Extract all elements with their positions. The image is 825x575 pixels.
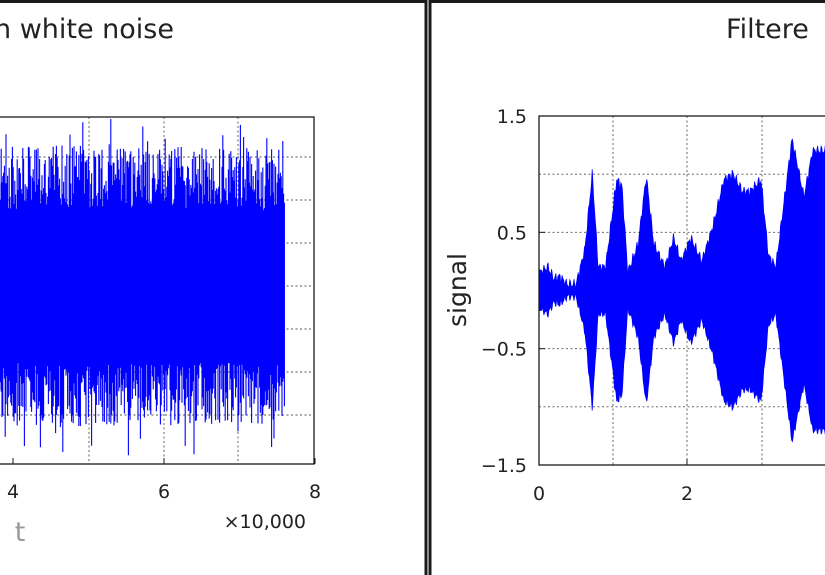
left-chart-title: n white noise — [0, 14, 174, 45]
left-x-tick-label-0: 4 — [7, 481, 19, 503]
right-filtered-trace — [538, 138, 825, 443]
right-y-tick-label-2: −0.5 — [481, 339, 527, 361]
left-chart-panel: n white noise 4 6 8 ×10,000 t — [0, 0, 428, 575]
left-x-tick-label-1: 6 — [158, 481, 170, 503]
right-y-axis-label: signal — [443, 253, 472, 327]
right-chart-title: Filtere — [726, 14, 809, 45]
right-y-tick-label-3: −1.5 — [481, 455, 527, 477]
right-x-tick-label-0: 0 — [533, 483, 545, 505]
right-y-tick-label-0: 1.5 — [497, 106, 527, 128]
right-x-tick-label-1: 2 — [681, 483, 693, 505]
left-plot-frame — [0, 116, 315, 465]
left-x-axis: 4 6 8 — [7, 458, 321, 503]
left-x-axis-label: t — [15, 517, 26, 548]
right-y-axis: 1.5 0.5 −0.5 −1.5 — [481, 106, 545, 477]
right-y-tick-label-1: 0.5 — [497, 222, 527, 244]
left-noise-trace — [0, 119, 285, 456]
left-x-multiplier: ×10,000 — [224, 511, 306, 533]
right-plot-frame — [538, 115, 825, 466]
left-x-tick-label-2: 8 — [309, 481, 321, 503]
right-series-filtered — [538, 138, 825, 443]
left-series-noise — [0, 119, 285, 456]
